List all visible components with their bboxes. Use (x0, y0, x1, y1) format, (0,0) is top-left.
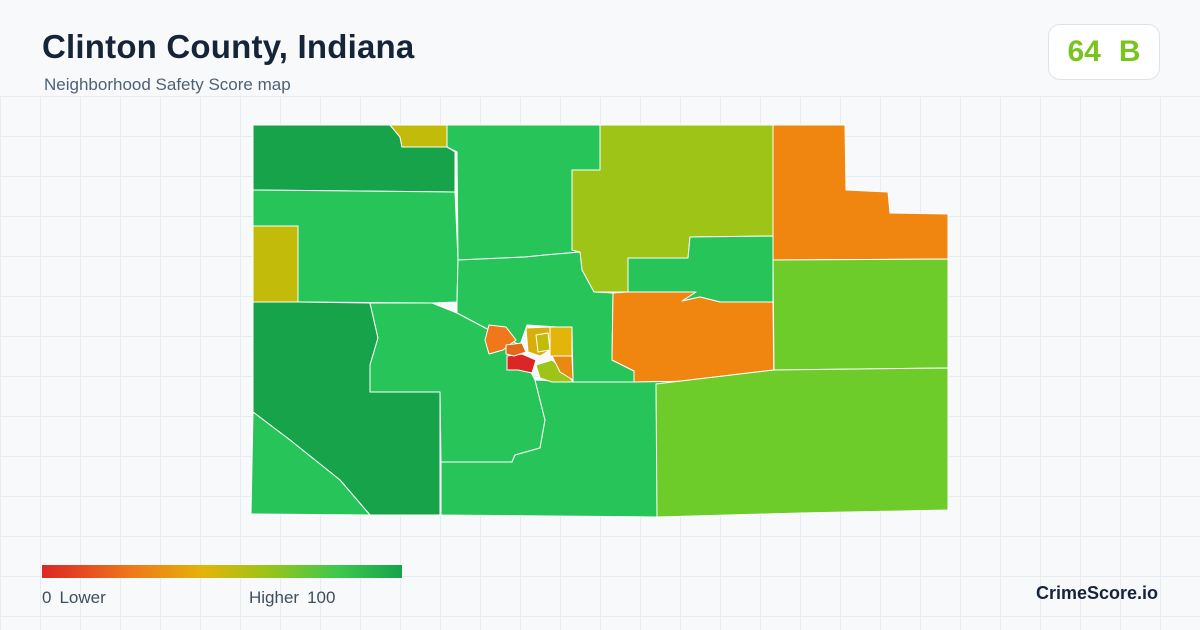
legend-max-label: Higher (249, 588, 300, 607)
map-region-town-7[interactable] (551, 355, 574, 381)
map-region-south-west-corner[interactable] (250, 411, 371, 516)
legend-max-value: 100 (307, 588, 336, 607)
page-title: Clinton County, Indiana (42, 28, 415, 65)
legend-lower: 0 Lower (42, 588, 114, 608)
map-region-town-2[interactable] (506, 353, 537, 374)
map-region-town-1[interactable] (484, 324, 517, 355)
map-region-town-3[interactable] (505, 342, 527, 357)
legend-min-value: 0 (42, 588, 52, 607)
brand-logo[interactable]: CrimeScore.io (1035, 583, 1158, 603)
map-region-north-notch[interactable] (389, 124, 448, 148)
legend-gradient-bar (42, 565, 402, 578)
score-badge: 64 B (1048, 24, 1160, 80)
map-region-town-8[interactable] (535, 332, 551, 353)
map-region-town-4[interactable] (549, 326, 573, 357)
map-region-west-notch[interactable] (252, 225, 299, 303)
score-value: 64 (1067, 35, 1101, 68)
map-region-north-east[interactable] (772, 124, 949, 261)
legend-min-label: Lower (59, 588, 106, 607)
map-region-east-middle[interactable] (772, 258, 949, 371)
map-region-town-6[interactable] (535, 359, 574, 383)
page-subtitle: Neighborhood Safety Score map (44, 75, 291, 94)
map-region-south-east[interactable] (655, 367, 949, 518)
legend-higher: Higher 100 (249, 588, 343, 608)
score-grade: B (1118, 35, 1141, 68)
